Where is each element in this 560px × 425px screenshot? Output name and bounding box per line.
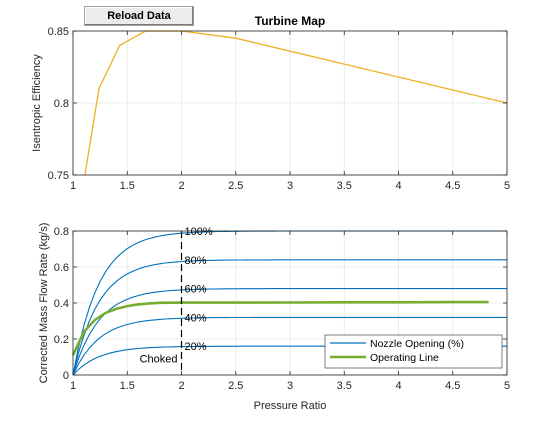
x-tick-label: 4.5 <box>445 380 460 392</box>
x-tick-label: 5 <box>504 380 510 392</box>
legend-label-nozzle: Nozzle Opening (%) <box>370 338 464 350</box>
x-tick-label: 3 <box>287 380 293 392</box>
x-tick-label: 1 <box>70 180 76 192</box>
efficiency-axes: 1 1.5 2 2.5 3 3.5 4 4.5 5 0.75 0.8 0.85 Turbine Map… <box>31 14 510 192</box>
opening-label: 60% <box>185 284 207 296</box>
opening-label: 40% <box>185 312 207 324</box>
x-tick-label: 2 <box>178 380 184 392</box>
operating-line <box>71 300 489 356</box>
x-tick-label: 2.5 <box>228 180 243 192</box>
opening-label: 80% <box>185 255 207 267</box>
pressure-ratio-xlabel: Pressure Ratio <box>254 400 327 412</box>
y-tick-label: 0.75 <box>48 170 69 182</box>
y-tick-label: 0.4 <box>54 298 69 310</box>
legend-label-operating: Operating Line <box>370 352 439 364</box>
x-tick-label: 1.5 <box>120 380 135 392</box>
choked-label: Choked <box>140 353 178 365</box>
x-tick-label: 4 <box>395 180 401 192</box>
mass-flow-ylabel: Corrected Mass Flow Rate (kg/s) <box>38 223 50 384</box>
opening-label: 20% <box>185 341 207 353</box>
efficiency-ylabel: Isentropic Efficiency <box>31 54 43 152</box>
nozzle-opening-line <box>72 259 507 376</box>
y-tick-label: 0.8 <box>54 98 69 110</box>
y-tick-label: 0.2 <box>54 334 69 346</box>
x-tick-label: 4.5 <box>445 180 460 192</box>
x-tick-label: 5 <box>504 180 510 192</box>
y-tick-label: 0 <box>63 370 69 382</box>
x-tick-label: 3.5 <box>337 380 352 392</box>
x-tick-label: 1.5 <box>120 180 135 192</box>
y-tick-label: 0.6 <box>54 262 69 274</box>
y-tick-label: 0.8 <box>54 226 69 238</box>
efficiency-ticks: 1 1.5 2 2.5 3 3.5 4 4.5 5 0.75 0.8 0.85 <box>48 26 510 192</box>
x-tick-label: 2.5 <box>228 380 243 392</box>
legend-box <box>324 334 503 369</box>
mass-flow-axes: Choked 100% 80% 60% 40% 20% 1 1.5 2 2.5 3 3.5 4 4.5 5… <box>38 223 510 412</box>
reload-data-button[interactable]: Reload Data <box>84 6 194 26</box>
y-tick-label: 0.85 <box>48 26 69 38</box>
chart-title: Turbine Map <box>255 14 325 28</box>
x-tick-label: 2 <box>178 180 184 192</box>
legend: Nozzle Opening (%) Operating Line <box>324 334 503 369</box>
mass-flow-ticks: 1 1.5 2 2.5 3 3.5 4 4.5 5 0 0.2 0.4 0.6 0.8 <box>54 226 510 392</box>
x-tick-label: 4 <box>395 380 401 392</box>
mass-flow-annotations: Choked 100% 80% 60% 40% 20% <box>140 226 213 375</box>
x-tick-label: 3 <box>287 180 293 192</box>
nozzle-opening-line <box>72 288 507 376</box>
nozzle-opening-line <box>72 316 507 376</box>
x-tick-label: 1 <box>70 380 76 392</box>
x-tick-label: 3.5 <box>337 180 352 192</box>
opening-label: 100% <box>185 226 213 238</box>
